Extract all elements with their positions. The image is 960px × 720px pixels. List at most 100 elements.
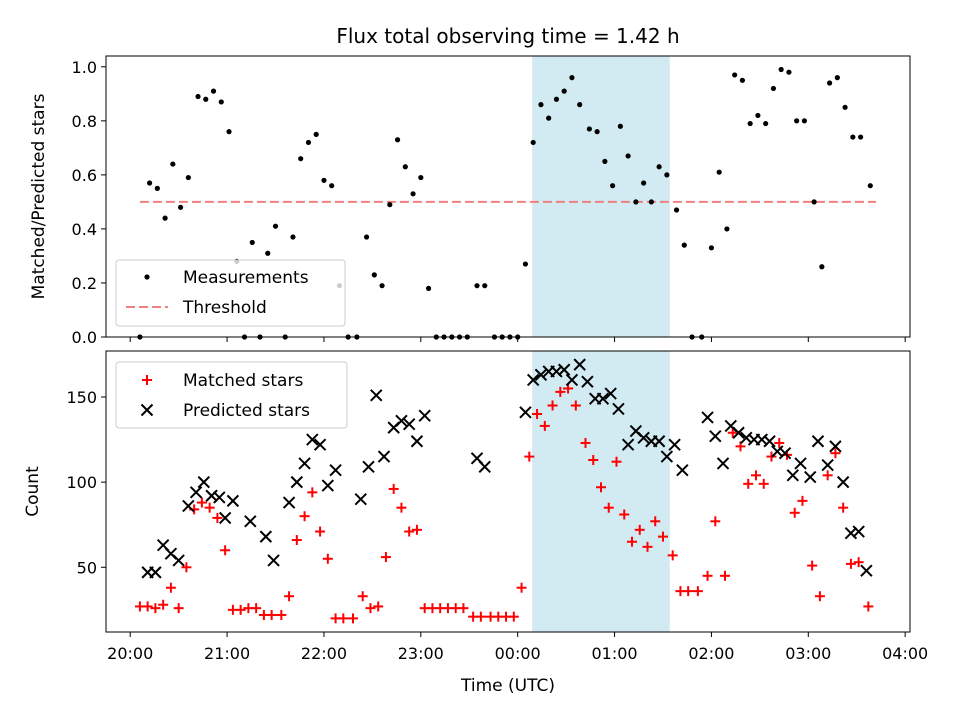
x-tick-label: 04:00 — [882, 644, 928, 663]
matched-point — [814, 591, 825, 602]
predicted-point — [763, 435, 776, 448]
matched-point — [150, 603, 161, 614]
legend-measurements-marker — [144, 274, 150, 280]
top-plot-frame — [105, 55, 911, 338]
predicted-point — [362, 460, 375, 474]
matched-point — [807, 560, 818, 571]
measurement-point — [522, 261, 529, 267]
measurement-point — [770, 85, 777, 92]
legend-predicted-marker — [140, 403, 154, 417]
predicted-point — [321, 479, 335, 492]
bottom-x-ticks: 20:00 21:00 22:00 23:00 00:00 01:00 02:00 03:00… — [107, 632, 928, 663]
x-tick-label: 02:00 — [688, 644, 734, 663]
predicted-point — [716, 457, 730, 470]
predicted-point — [377, 450, 391, 463]
top-legend-box — [115, 259, 346, 327]
measurement-point — [379, 283, 385, 289]
matched-point — [797, 495, 808, 506]
predicted-point — [621, 438, 635, 451]
measurement-point — [313, 131, 319, 137]
measurement-point — [272, 223, 279, 229]
bottom-legend: Matched stars Predicted stars — [115, 361, 348, 429]
measurement-point — [410, 191, 416, 197]
matched-point — [830, 448, 841, 459]
measurements-series — [137, 66, 873, 340]
measurement-point — [827, 80, 833, 86]
predicted-point — [149, 566, 162, 579]
predicted-stars-series — [141, 358, 873, 579]
measurement-point — [577, 102, 583, 108]
matched-point — [388, 483, 399, 494]
matched-point — [845, 558, 856, 569]
matched-point — [458, 603, 469, 614]
matched-point — [266, 609, 277, 620]
predicted-point — [701, 411, 714, 424]
measurement-point — [363, 234, 370, 240]
matched-point — [508, 611, 519, 622]
x-axis-label: Time (UTC) — [460, 676, 555, 696]
matched-point — [710, 516, 721, 527]
matched-point — [411, 524, 422, 535]
y-tick-label: 50 — [77, 558, 97, 577]
matched-point — [634, 524, 645, 535]
matched-point — [789, 507, 800, 518]
measurement-point — [210, 88, 217, 94]
predicted-point — [526, 373, 540, 387]
measurement-point — [329, 183, 335, 189]
bottom-y-ticks: 50 100 150 — [66, 388, 106, 577]
measurement-point — [154, 185, 160, 191]
bottom-y-axis-label: Count — [23, 466, 43, 517]
matched-point — [667, 550, 678, 561]
predicted-point — [267, 554, 280, 567]
measurement-point — [569, 75, 575, 81]
matched-point — [774, 437, 785, 448]
matched-point — [212, 512, 223, 523]
legend-threshold-label: Threshold — [182, 298, 267, 318]
measurement-point — [185, 174, 191, 181]
predicted-point — [676, 464, 689, 477]
matched-point — [719, 570, 730, 581]
measurement-point — [226, 129, 232, 135]
predicted-point — [290, 475, 304, 489]
matched-point — [863, 601, 874, 612]
measurement-point — [602, 158, 608, 164]
measurement-point — [867, 183, 873, 189]
matched-point — [299, 511, 310, 522]
matched-point — [547, 400, 558, 411]
measurement-point — [755, 112, 761, 119]
predicted-point — [370, 389, 383, 402]
matched-point — [204, 502, 215, 513]
matched-point — [142, 601, 153, 612]
predicted-point — [829, 440, 842, 453]
matched-point — [822, 470, 833, 481]
predicted-point — [778, 446, 792, 460]
matched-point — [284, 591, 295, 602]
measurement-point — [708, 245, 715, 251]
measurement-point — [170, 161, 176, 167]
predicted-point — [410, 435, 424, 448]
measurement-point — [290, 234, 296, 240]
matched-point — [626, 536, 637, 547]
matched-point — [220, 545, 231, 556]
measurement-point — [218, 99, 224, 105]
measurement-point — [724, 226, 730, 232]
matched-point — [338, 613, 349, 624]
y-tick-label: 0.0 — [72, 328, 97, 347]
measurement-point — [633, 199, 639, 205]
top-highlight-band — [532, 56, 670, 337]
matched-point — [348, 613, 359, 624]
matched-point — [315, 526, 326, 537]
measurement-point — [664, 172, 670, 178]
y-tick-label: 1.0 — [72, 58, 97, 77]
predicted-point — [804, 470, 817, 484]
matched-point — [611, 456, 622, 467]
measurement-point — [834, 75, 840, 81]
measurement-point — [586, 126, 592, 132]
matched-point — [838, 502, 849, 513]
predicted-point — [213, 491, 226, 504]
top-legend: Measurements Threshold — [115, 259, 346, 327]
measurement-point — [177, 204, 184, 210]
predicted-point — [652, 435, 666, 448]
measurement-point — [850, 134, 856, 140]
